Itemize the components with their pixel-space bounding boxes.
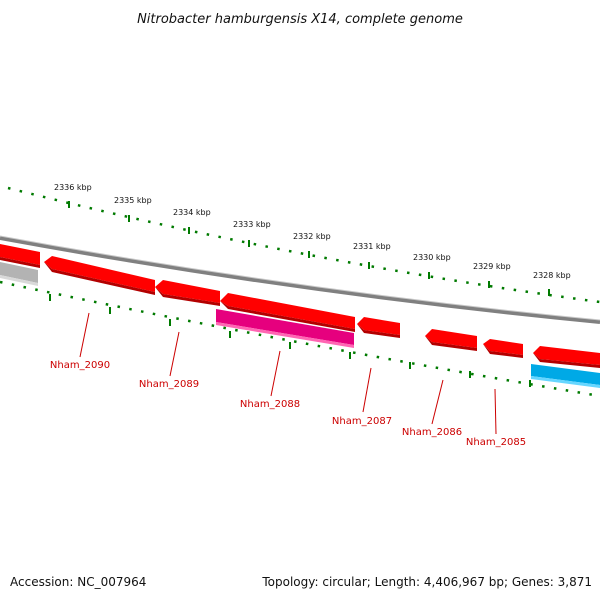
- leader-line: [270, 350, 281, 397]
- gene-labels: Nham_2090 Nham_2089 Nham_2088 Nham_2087 …: [50, 312, 526, 448]
- outer-scale-dots: [7, 186, 600, 304]
- backbone-highlight: [0, 235, 600, 321]
- accession-text: Accession: NC_007964: [10, 575, 146, 589]
- feature-grey-partial[interactable]: [0, 262, 38, 283]
- feature-blue-partial[interactable]: [531, 364, 600, 385]
- feature-magenta[interactable]: [216, 309, 354, 345]
- forward-genes: [0, 244, 600, 368]
- gene-label-nham-2089[interactable]: Nham_2089: [139, 379, 199, 390]
- scale-tick-label: 2332 kbp: [293, 232, 331, 241]
- scale-tick-label: 2333 kbp: [233, 220, 271, 229]
- scale-tick-label: 2336 kbp: [54, 183, 92, 192]
- gene-feature-nham-2090[interactable]: [44, 256, 155, 292]
- backbone-line: [0, 236, 600, 324]
- genome-info-text: Topology: circular; Length: 4,406,967 bp…: [261, 575, 592, 589]
- outer-scale: 2336 kbp 2335 kbp 2334 kbp 2333 kbp 2332…: [7, 183, 600, 304]
- outer-major-ticks: [68, 201, 550, 296]
- leader-line: [362, 367, 372, 413]
- gene-label-nham-2088[interactable]: Nham_2088: [240, 399, 300, 410]
- gene-feature-nham-2085[interactable]: [483, 339, 523, 355]
- leader-line: [169, 331, 180, 377]
- scale-tick-label: 2331 kbp: [353, 242, 391, 251]
- gene-feature-right-partial[interactable]: [533, 346, 600, 365]
- scale-tick-label: 2328 kbp: [533, 271, 571, 280]
- gene-label-nham-2087[interactable]: Nham_2087: [332, 416, 392, 427]
- gene-feature-nham-2089[interactable]: [155, 280, 220, 303]
- map-title: Nitrobacter hamburgensis X14, complete g…: [137, 12, 463, 27]
- backbone: [0, 235, 600, 324]
- leader-line: [79, 312, 90, 358]
- leader-line: [494, 388, 497, 435]
- gene-feature-nham-2087[interactable]: [357, 317, 400, 335]
- gene-label-nham-2090[interactable]: Nham_2090: [50, 360, 110, 371]
- scale-tick-label: 2329 kbp: [473, 262, 511, 271]
- scale-tick-label: 2335 kbp: [114, 196, 152, 205]
- gene-feature-left-partial[interactable]: [0, 244, 40, 265]
- gene-feature-nham-2086[interactable]: [425, 329, 477, 348]
- scale-tick-label: 2334 kbp: [173, 208, 211, 217]
- scale-tick-label: 2330 kbp: [413, 253, 451, 262]
- secondary-features: [0, 262, 600, 388]
- inner-scale-dots: [0, 280, 600, 398]
- leader-line: [431, 379, 444, 425]
- gene-feature-nham-2088[interactable]: [220, 293, 355, 329]
- inner-scale: [0, 280, 600, 398]
- inner-major-ticks: [49, 294, 531, 387]
- outer-scale-labels: 2336 kbp 2335 kbp 2334 kbp 2333 kbp 2332…: [54, 183, 571, 280]
- gene-label-nham-2085[interactable]: Nham_2085: [466, 437, 526, 448]
- gene-label-nham-2086[interactable]: Nham_2086: [402, 427, 462, 438]
